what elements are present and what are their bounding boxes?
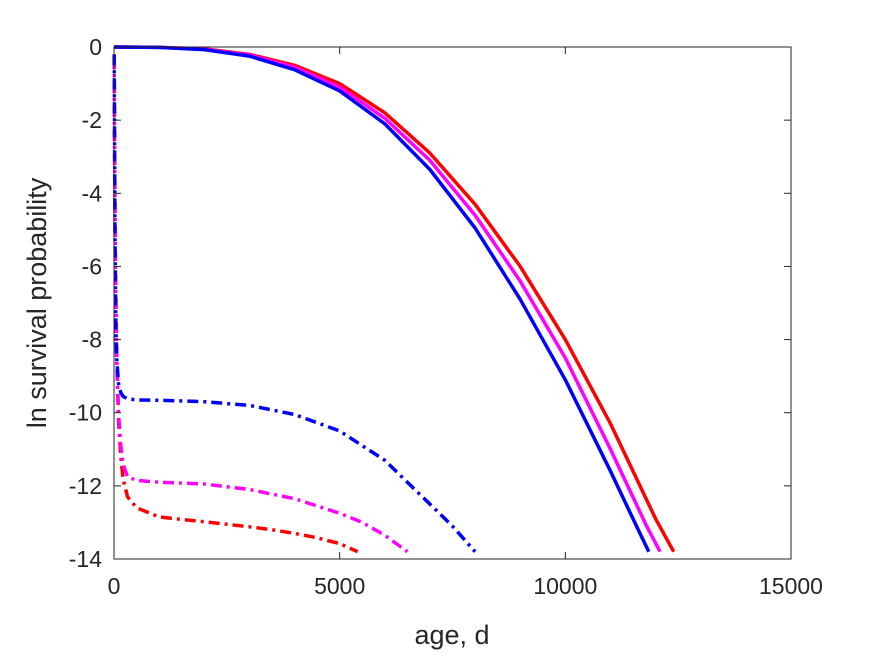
x-tick-label-3: 10000 [533,573,597,599]
series-line-6 [112,54,477,553]
y-tick-label-2: -2 [82,107,102,133]
x-axis-label: age, d [414,620,489,650]
y-tick-label-6: -10 [69,400,102,426]
y-tick-label-5: -8 [82,327,102,353]
y-tick-label-4: -6 [82,253,102,279]
y-tick-label-8: -14 [69,546,102,572]
series-layer [112,45,676,554]
series-line-3 [113,45,651,553]
x-tick-label-4: 15000 [759,573,823,599]
tick-layer: 0 5000 10000 15000 0 -2 -4 -6 -8 -10 -12 -14 [69,34,823,599]
x-tick-label-2: 5000 [314,573,365,599]
y-tick-label-1: 0 [89,34,102,60]
y-tick-label-7: -12 [69,473,102,499]
plot-area [114,47,791,559]
y-axis-label: ln survival probability [22,177,52,428]
x-tick-label-1: 0 [108,573,121,599]
plot-frame [113,46,792,560]
y-tick-label-3: -4 [82,180,103,206]
